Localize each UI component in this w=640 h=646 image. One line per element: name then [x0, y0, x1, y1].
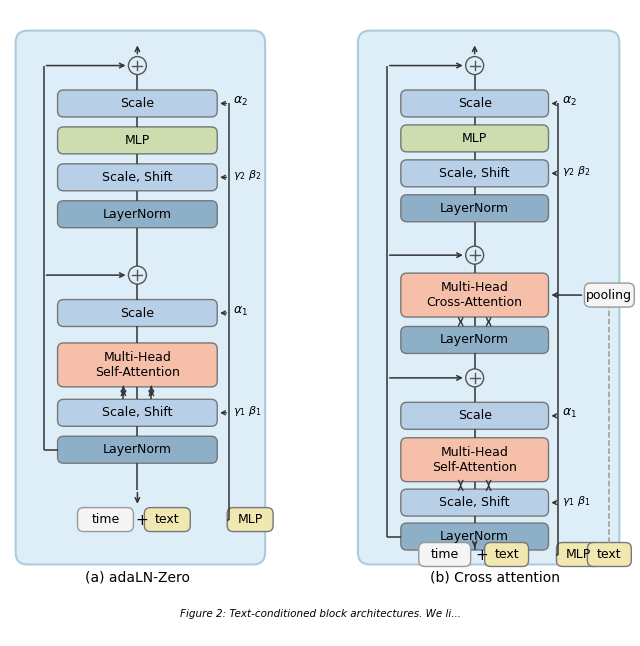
Text: Scale: Scale [458, 97, 492, 110]
Text: Figure 2: Text-conditioned block architectures. We li...: Figure 2: Text-conditioned block archite… [179, 609, 461, 620]
FancyBboxPatch shape [58, 164, 217, 191]
FancyBboxPatch shape [401, 326, 548, 353]
Text: $\alpha_1$: $\alpha_1$ [563, 407, 577, 421]
FancyBboxPatch shape [15, 30, 265, 565]
FancyBboxPatch shape [145, 508, 190, 532]
Text: MLP: MLP [566, 548, 591, 561]
Text: LayerNorm: LayerNorm [440, 202, 509, 214]
Text: LayerNorm: LayerNorm [440, 333, 509, 346]
Text: Multi-Head
Self-Attention: Multi-Head Self-Attention [95, 351, 180, 379]
Text: text: text [597, 548, 621, 561]
FancyBboxPatch shape [358, 30, 620, 565]
Text: Scale, Shift: Scale, Shift [102, 406, 173, 419]
Text: Scale: Scale [458, 410, 492, 422]
Text: Scale: Scale [120, 306, 154, 320]
FancyBboxPatch shape [588, 543, 631, 567]
Text: pooling: pooling [586, 289, 632, 302]
FancyBboxPatch shape [401, 195, 548, 222]
Text: time: time [92, 513, 120, 526]
Text: Scale, Shift: Scale, Shift [440, 167, 510, 180]
FancyBboxPatch shape [58, 436, 217, 463]
FancyBboxPatch shape [227, 508, 273, 532]
Text: $\alpha_1$: $\alpha_1$ [233, 304, 248, 318]
Text: $\gamma_2\ \beta_2$: $\gamma_2\ \beta_2$ [233, 169, 262, 182]
FancyBboxPatch shape [557, 543, 600, 567]
Text: +: + [135, 513, 148, 528]
Text: (a) adaLN-Zero: (a) adaLN-Zero [85, 570, 190, 585]
Text: MLP: MLP [237, 513, 263, 526]
FancyBboxPatch shape [58, 343, 217, 387]
Text: Multi-Head
Self-Attention: Multi-Head Self-Attention [432, 446, 517, 474]
FancyBboxPatch shape [419, 543, 470, 567]
FancyBboxPatch shape [58, 300, 217, 326]
FancyBboxPatch shape [58, 399, 217, 426]
Text: $\alpha_2$: $\alpha_2$ [233, 95, 248, 108]
Text: Scale, Shift: Scale, Shift [102, 171, 173, 184]
FancyBboxPatch shape [401, 489, 548, 516]
FancyBboxPatch shape [58, 127, 217, 154]
FancyBboxPatch shape [401, 402, 548, 430]
FancyBboxPatch shape [58, 201, 217, 227]
Text: MLP: MLP [125, 134, 150, 147]
FancyBboxPatch shape [58, 90, 217, 117]
FancyBboxPatch shape [484, 543, 529, 567]
FancyBboxPatch shape [401, 438, 548, 482]
Text: MLP: MLP [462, 132, 487, 145]
FancyBboxPatch shape [584, 283, 634, 307]
Text: LayerNorm: LayerNorm [440, 530, 509, 543]
FancyBboxPatch shape [401, 160, 548, 187]
Text: $\gamma_1\ \beta_1$: $\gamma_1\ \beta_1$ [563, 494, 591, 508]
Text: text: text [155, 513, 180, 526]
FancyBboxPatch shape [77, 508, 133, 532]
Text: Multi-Head
Cross-Attention: Multi-Head Cross-Attention [427, 281, 523, 309]
FancyBboxPatch shape [401, 523, 548, 550]
Text: +: + [476, 548, 488, 563]
Text: text: text [494, 548, 519, 561]
FancyBboxPatch shape [401, 273, 548, 317]
Text: Scale: Scale [120, 97, 154, 110]
Text: LayerNorm: LayerNorm [103, 208, 172, 221]
Text: LayerNorm: LayerNorm [103, 443, 172, 456]
Text: time: time [431, 548, 459, 561]
Text: Scale, Shift: Scale, Shift [440, 496, 510, 509]
Text: $\alpha_2$: $\alpha_2$ [563, 95, 577, 108]
Text: (b) Cross attention: (b) Cross attention [429, 570, 559, 585]
Text: $\gamma_2\ \beta_2$: $\gamma_2\ \beta_2$ [563, 164, 591, 178]
Text: $\gamma_1\ \beta_1$: $\gamma_1\ \beta_1$ [233, 404, 262, 418]
FancyBboxPatch shape [401, 90, 548, 117]
FancyBboxPatch shape [401, 125, 548, 152]
